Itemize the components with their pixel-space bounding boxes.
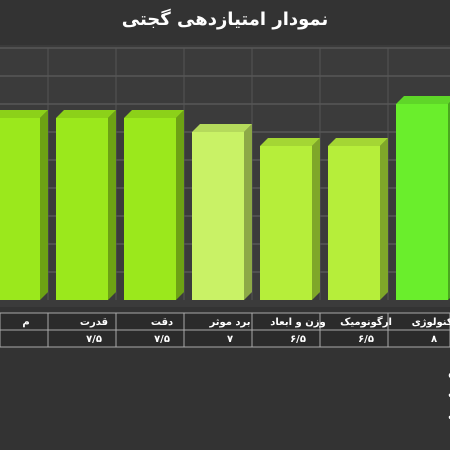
bar-top xyxy=(124,110,184,118)
value-label: ۶/۵ xyxy=(290,334,306,345)
chart-title: نمودار امتیازدهی گجتی xyxy=(122,8,328,30)
bar-top xyxy=(192,124,252,132)
bar-side xyxy=(108,110,116,300)
bar-top xyxy=(260,138,320,146)
bar-side xyxy=(176,110,184,300)
description-line: لا با قیاس اسلحه فوق با تفنگ های هم کلاس… xyxy=(448,387,450,402)
bar xyxy=(260,146,312,300)
description-line: امتیازدهی گجتی برای تفنگ پی سی پی کرال پ… xyxy=(448,365,450,380)
bar-top xyxy=(328,138,388,146)
bar xyxy=(396,104,448,300)
x-tick-label: م xyxy=(22,317,29,328)
x-tick-label: تکنولوژی xyxy=(412,317,450,328)
bar xyxy=(56,118,108,300)
x-tick-label: قدرت xyxy=(80,317,108,328)
value-label: ۶/۵ xyxy=(358,334,374,345)
x-tick-label: دقت xyxy=(151,317,173,328)
bar xyxy=(328,146,380,300)
value-label: ۸ xyxy=(431,334,437,345)
bar-top xyxy=(0,110,48,118)
x-tick-label: وزن و ابعاد xyxy=(270,317,325,328)
bar-side xyxy=(40,110,48,300)
bar xyxy=(124,118,176,300)
x-tick-label: ارگونومیک xyxy=(340,315,392,328)
bar-side xyxy=(244,124,252,300)
bar-side xyxy=(312,138,320,300)
value-label: ۷ xyxy=(227,334,233,345)
description-line: بخش بر مبنای شماره ی ده ، توسط تیم تخصصی… xyxy=(448,409,450,424)
x-tick-label: برد موثر xyxy=(208,317,250,328)
value-label: ۷/۵ xyxy=(86,334,102,345)
bar-top xyxy=(56,110,116,118)
bar xyxy=(192,132,244,300)
value-label: ۷/۵ xyxy=(154,334,170,345)
bar-top xyxy=(396,96,450,104)
bar xyxy=(0,118,40,300)
bar-side xyxy=(380,138,388,300)
